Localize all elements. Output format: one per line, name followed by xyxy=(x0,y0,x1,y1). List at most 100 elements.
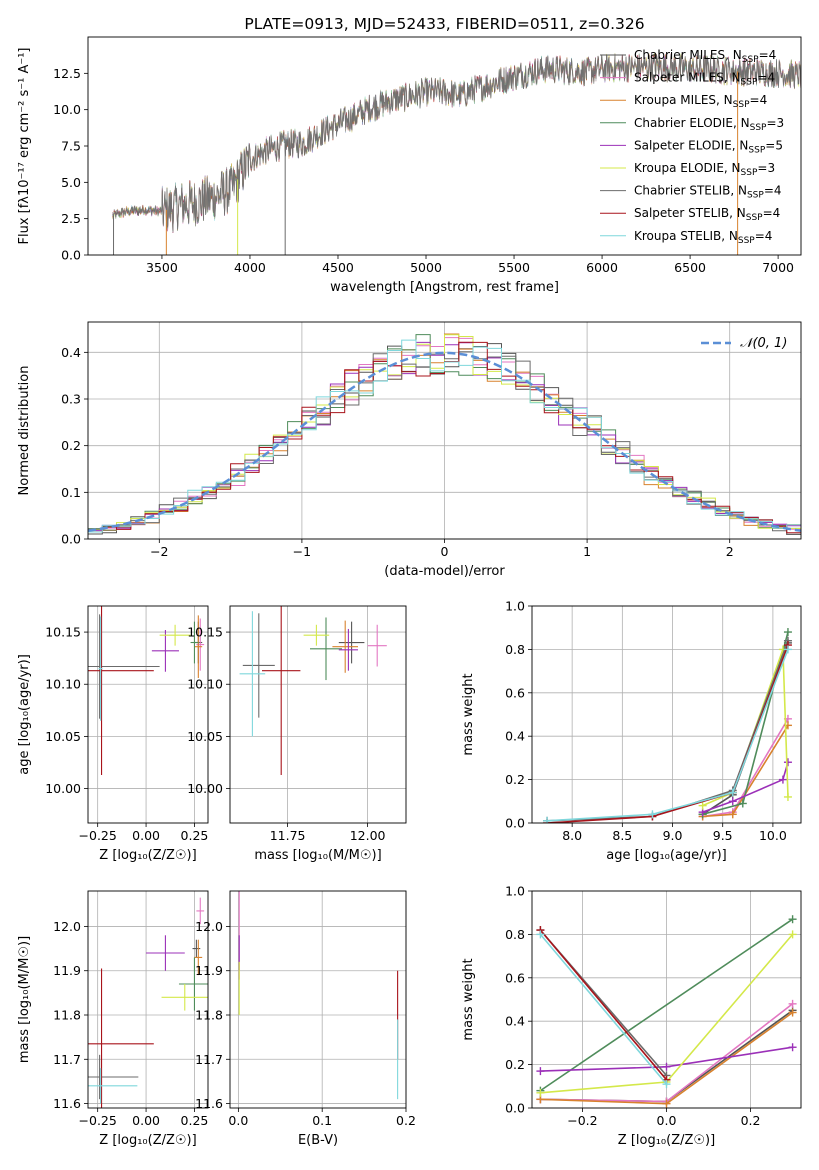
y-tick-label: 0.3 xyxy=(61,392,81,407)
error-bar-point xyxy=(194,615,203,678)
massweight-vs-Z-series xyxy=(536,915,797,1108)
x-axis-label: wavelength [Angstrom, rest frame] xyxy=(330,280,559,295)
age-vs-mass-frame: 11.75 12.00 10.00 10.05 10.10 10.15 mass [log₁… xyxy=(187,605,407,863)
plot-frame xyxy=(229,890,407,1109)
x-tick-label: 7000 xyxy=(762,260,794,275)
series-line xyxy=(702,761,789,813)
y-tick-label: 11.6 xyxy=(53,1096,81,1111)
error-bar-point xyxy=(161,984,208,1011)
legend-label: Chabrier ELODIE, NSSP=3 xyxy=(634,116,784,133)
series-line xyxy=(547,644,789,823)
x-tick-label: 0.00 xyxy=(132,1113,160,1128)
plot-frame xyxy=(87,890,209,1109)
y-tick-label: 1.0 xyxy=(505,599,525,614)
y-tick-label: 11.9 xyxy=(195,963,223,978)
y-tick-label: 0.6 xyxy=(505,685,525,700)
x-tick-label: 0.25 xyxy=(181,828,209,843)
x-tick-label: −0.25 xyxy=(79,828,117,843)
y-tick-label: 0.2 xyxy=(61,438,81,453)
y-axis-label: Flux [fλ10⁻¹⁷ erg cm⁻² s⁻¹ A⁻¹] xyxy=(17,48,32,245)
x-tick-label: 6000 xyxy=(586,260,618,275)
histogram-series xyxy=(88,351,801,535)
x-tick-label: 8.0 xyxy=(562,828,582,843)
series-marker xyxy=(788,930,797,939)
error-bar-point xyxy=(196,618,205,671)
error-bar-point xyxy=(88,606,154,776)
y-tick-label: 0.4 xyxy=(505,1014,525,1029)
y-axis-label: age [log₁₀(age/yr)] xyxy=(17,654,32,775)
error-bar-point xyxy=(98,616,103,721)
histogram-series xyxy=(88,334,801,531)
y-tick-label: 2.5 xyxy=(61,211,81,226)
error-bar-point xyxy=(242,613,275,718)
histogram-steps xyxy=(88,333,801,535)
y-tick-label: 0.0 xyxy=(505,816,525,831)
legend-label: Kroupa ELODIE, NSSP=3 xyxy=(634,161,775,178)
spectrum-series-line xyxy=(112,53,801,232)
x-tick-label: −0.2 xyxy=(567,1113,597,1128)
y-tick-label: 10.00 xyxy=(187,781,223,796)
error-bar-point xyxy=(192,939,201,958)
x-tick-label: 0.25 xyxy=(181,1113,209,1128)
error-bar-point xyxy=(151,629,179,672)
y-axis-label: Normed distribution xyxy=(17,366,32,496)
y-tick-label: 10.05 xyxy=(45,729,81,744)
x-tick-label: 5500 xyxy=(498,260,530,275)
x-tick-label: −0.25 xyxy=(79,1113,117,1128)
x-tick-label: 6500 xyxy=(674,260,706,275)
legend-label: Salpeter STELIB, NSSP=4 xyxy=(634,206,780,223)
chart-title: PLATE=0913, MJD=52433, FIBERID=0511, z=0… xyxy=(244,15,644,33)
series-marker xyxy=(788,999,797,1008)
legend-label: 𝒩(0, 1) xyxy=(740,336,787,351)
x-tick-label: 9.0 xyxy=(663,828,683,843)
mass-vs-Z-points xyxy=(88,897,208,1108)
y-tick-label: 0.4 xyxy=(61,345,81,360)
age-vs-mass-points xyxy=(239,606,387,776)
error-bar-point xyxy=(190,621,199,664)
histogram-series xyxy=(88,339,801,533)
mass-vs-Z-frame: −0.25 0.00 0.25 11.6 11.7 11.8 11.9 12.0 Z [log₁… xyxy=(17,890,209,1148)
x-tick-label: 0.2 xyxy=(741,1113,761,1128)
error-bar-point xyxy=(88,1054,139,1100)
series-marker xyxy=(778,775,787,784)
y-tick-label: 10.15 xyxy=(187,625,223,640)
age-vs-Z-axes xyxy=(88,606,208,823)
series-marker xyxy=(783,645,792,654)
error-bar-point xyxy=(88,968,154,1108)
mass-vs-ebv-axes xyxy=(230,891,407,1108)
y-tick-label: 11.7 xyxy=(195,1052,223,1067)
series-marker xyxy=(662,1062,671,1071)
residuals-frame: −2 −1 0 1 2 0.0 0.1 0.2 0.3 0.4 (data-model)/error… xyxy=(17,321,802,579)
x-tick-label: 2 xyxy=(726,544,734,559)
y-tick-label: 11.8 xyxy=(195,1008,223,1023)
error-bar-point xyxy=(303,624,330,646)
plot-frame xyxy=(531,605,802,824)
x-axis-label: Z [log₁₀(Z/Z☉)] xyxy=(618,1133,715,1148)
series-marker xyxy=(662,1099,671,1108)
y-tick-label: 0.0 xyxy=(61,248,81,263)
x-tick-label: 11.75 xyxy=(270,828,306,843)
y-tick-label: 0.0 xyxy=(505,1101,525,1116)
x-axis-label: Z [log₁₀(Z/Z☉)] xyxy=(99,1133,196,1148)
x-tick-label: 9.5 xyxy=(713,828,733,843)
y-tick-label: 0.4 xyxy=(505,729,525,744)
y-tick-label: 12.0 xyxy=(53,919,81,934)
series-marker xyxy=(648,810,657,819)
y-tick-label: 10.00 xyxy=(45,781,81,796)
y-tick-label: 10.05 xyxy=(187,729,223,744)
y-tick-label: 10.15 xyxy=(45,625,81,640)
series-line xyxy=(702,718,789,818)
x-axis-label: E(B-V) xyxy=(298,1133,338,1148)
error-bar-point xyxy=(88,1068,138,1104)
series-line xyxy=(539,933,668,1085)
error-bar-point xyxy=(239,611,266,737)
series-marker xyxy=(788,915,797,924)
x-tick-label: 8.5 xyxy=(612,828,632,843)
y-tick-label: 0.8 xyxy=(505,927,525,942)
y-tick-label: 0.6 xyxy=(505,970,525,985)
y-tick-label: 11.8 xyxy=(53,1008,81,1023)
series-line xyxy=(547,649,789,822)
series-line xyxy=(702,642,789,815)
x-axis-label: Z [log₁₀(Z/Z☉)] xyxy=(99,848,196,863)
